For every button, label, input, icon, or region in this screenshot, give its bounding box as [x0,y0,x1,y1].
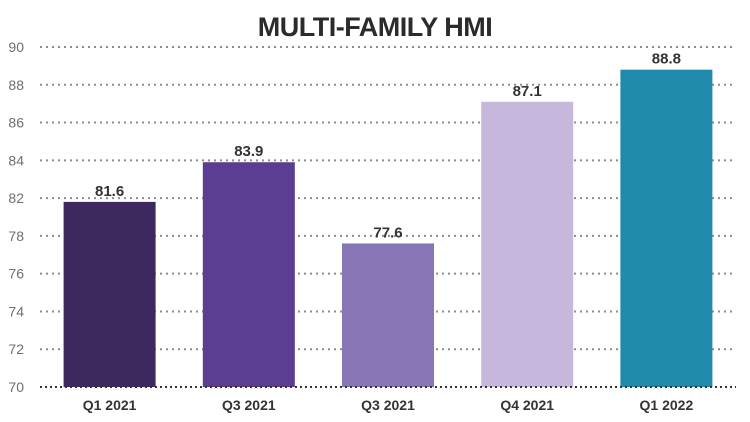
bar [342,243,434,387]
data-labels: 81.6 83.9 77.6 87.1 88.8 [95,51,681,242]
y-tick-label: 84 [8,152,24,168]
y-tick-label: 70 [8,379,24,395]
y-axis-ticks: 70 72 74 76 78 82 84 86 88 90 [8,39,24,395]
y-tick-label: 78 [8,228,24,244]
x-tick-label: Q4 2021 [500,397,554,413]
y-tick-label: 86 [8,115,24,131]
x-tick-label: Q3 2021 [222,397,276,413]
y-tick-label: 72 [8,341,24,357]
data-label: 87.1 [513,83,542,100]
data-label: 77.6 [373,224,402,241]
bar [620,69,713,388]
data-label: 81.6 [95,183,124,200]
y-tick-label: 76 [8,266,24,282]
bar [481,101,574,388]
x-axis-ticks: Q1 2021 Q3 2021 Q3 2021 Q4 2021 Q1 2022 [83,397,694,413]
bar [63,201,156,387]
chart-title: MULTI-FAMILY HMI [258,12,493,42]
y-tick-label: 90 [8,39,24,55]
bar [202,162,295,387]
data-label: 88.8 [652,51,681,68]
x-tick-label: Q3 2021 [361,397,415,413]
x-tick-label: Q1 2022 [640,397,694,413]
data-label: 83.9 [234,143,263,160]
y-tick-label: 82 [8,190,24,206]
x-tick-label: Q1 2021 [83,397,137,413]
y-tick-label: 74 [8,303,24,319]
bars [63,69,713,388]
y-tick-label: 88 [8,77,24,93]
